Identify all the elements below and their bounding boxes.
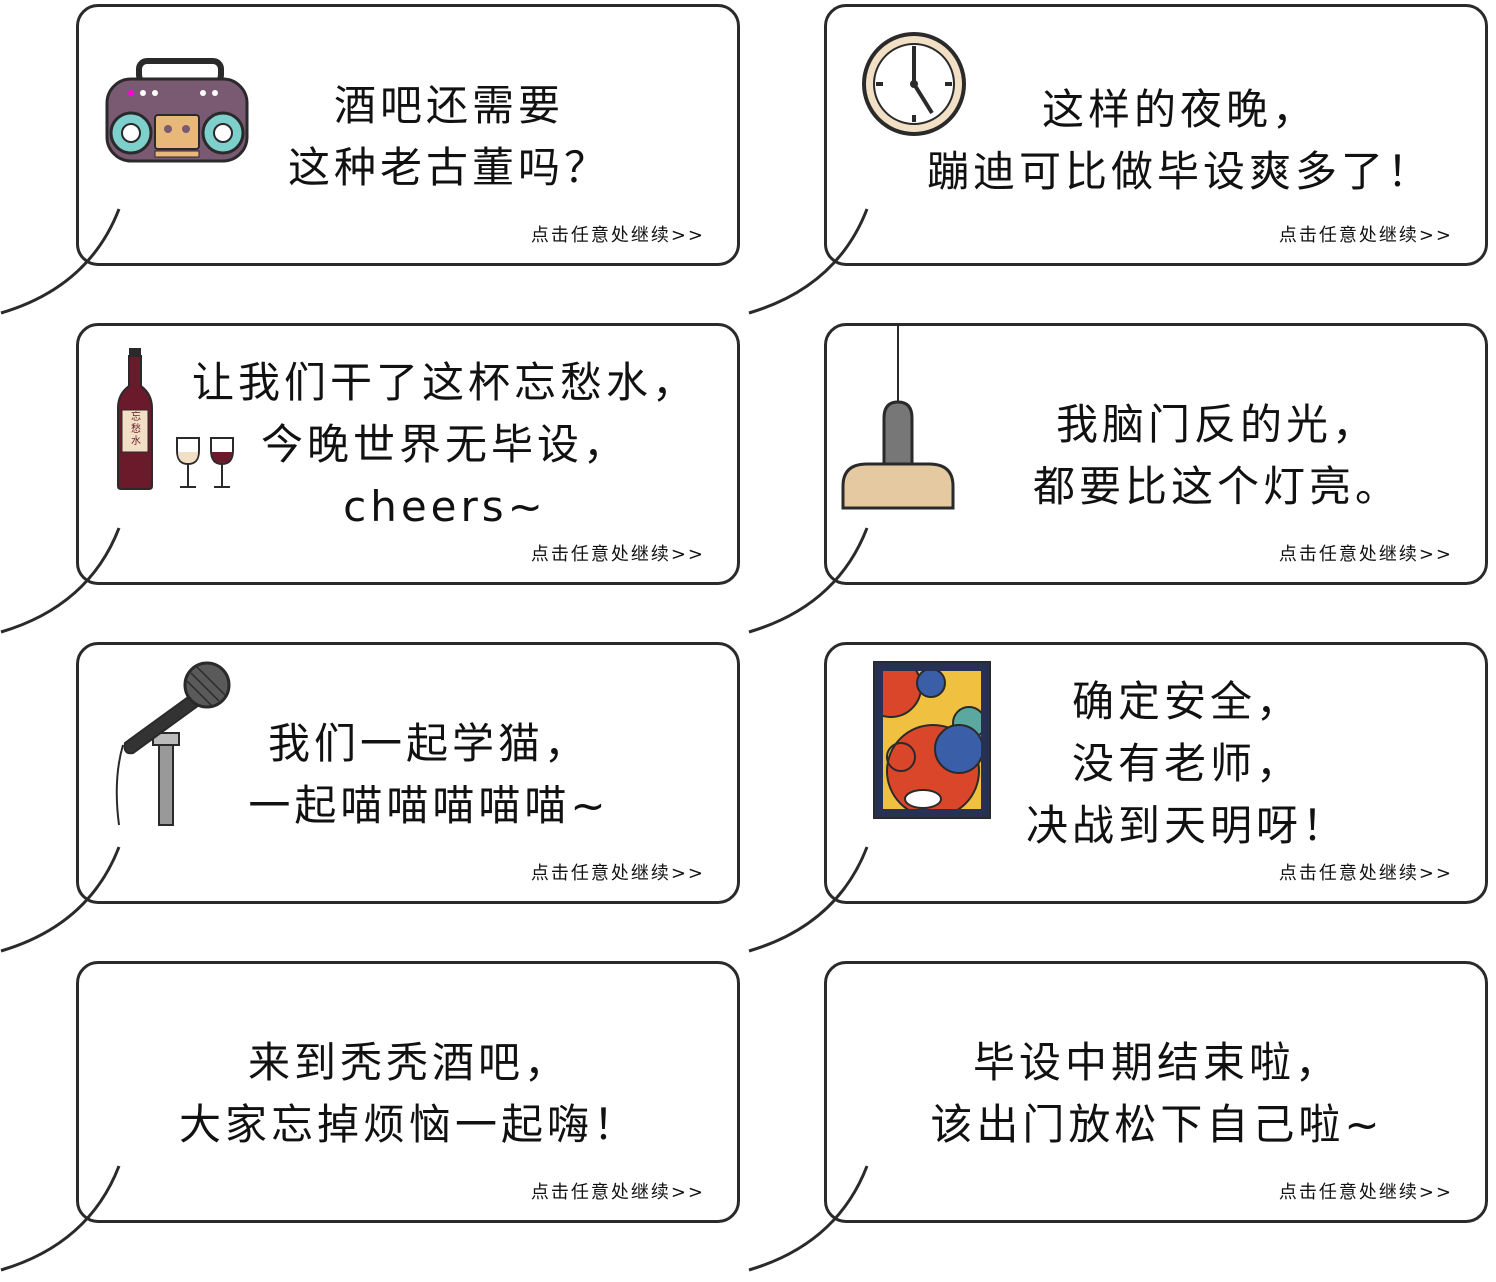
card-message: 让我们干了这杯忘愁水， 今晚世界无毕设， cheers~	[191, 358, 698, 531]
speech-tail	[0, 846, 121, 953]
continue-hint[interactable]: 点击任意处继续>>	[530, 863, 705, 884]
clock-icon	[862, 32, 966, 136]
card-message: 我们一起学猫， 一起喵喵喵喵喵~	[248, 719, 610, 830]
continue-hint[interactable]: 点击任意处继续>>	[1278, 544, 1453, 565]
speech-tail	[0, 527, 121, 634]
card-message: 我脑门反的光， 都要比这个灯亮。	[1032, 400, 1401, 511]
card-message: 这样的夜晚， 蹦迪可比做毕设爽多了！	[926, 85, 1433, 196]
card-message: 来到秃秃酒吧， 大家忘掉烦恼一起嗨！	[178, 1038, 639, 1149]
continue-hint[interactable]: 点击任意处继续>>	[530, 544, 705, 565]
card-message: 毕设中期结束啦， 该出门放松下自己啦~	[930, 1038, 1384, 1149]
speech-tail	[0, 1165, 121, 1272]
continue-hint[interactable]: 点击任意处继续>>	[1278, 225, 1453, 246]
speech-tail	[0, 208, 121, 315]
speech-tail	[748, 527, 869, 634]
speech-tail	[748, 1165, 869, 1272]
speech-tail	[748, 846, 869, 953]
boombox-icon	[105, 58, 249, 163]
continue-hint[interactable]: 点击任意处继续>>	[1278, 863, 1453, 884]
wine-glass-icon	[176, 437, 234, 488]
dialog-card-6[interactable]: 确定安全， 没有老师， 决战到天明呀！ 点击任意处继续>>	[748, 642, 1488, 953]
dialog-card-8[interactable]: 毕设中期结束啦， 该出门放松下自己啦~ 点击任意处继续>>	[748, 961, 1488, 1272]
continue-hint[interactable]: 点击任意处继续>>	[1278, 1182, 1453, 1203]
dialog-card-7[interactable]: 来到秃秃酒吧， 大家忘掉烦恼一起嗨！ 点击任意处继续>>	[0, 961, 740, 1272]
dialog-card-5[interactable]: 我们一起学猫， 一起喵喵喵喵喵~ 点击任意处继续>>	[0, 642, 740, 953]
dialog-card-3[interactable]: 忘 愁 水 让我们干了这杯忘愁水， 今晚世界无毕设， cheers~ 点击任意处…	[0, 323, 740, 634]
continue-hint[interactable]: 点击任意处继续>>	[530, 225, 705, 246]
dialog-card-2[interactable]: 这样的夜晚， 蹦迪可比做毕设爽多了！ 点击任意处继续>>	[748, 4, 1488, 315]
pendant-lamp-icon	[841, 326, 955, 510]
bottle-label: 忘 愁 水	[131, 412, 141, 447]
wine-bottle-icon	[117, 348, 153, 490]
abstract-painting-icon	[873, 661, 991, 819]
speech-tail	[748, 208, 869, 315]
continue-hint[interactable]: 点击任意处继续>>	[530, 1182, 705, 1203]
card-message: 酒吧还需要 这种老古董吗？	[287, 81, 610, 192]
dialog-card-4[interactable]: 我脑门反的光， 都要比这个灯亮。 点击任意处继续>>	[748, 323, 1488, 634]
card-message: 确定安全， 没有老师， 决战到天明呀！	[1025, 677, 1348, 850]
microphone-icon	[115, 661, 231, 826]
dialog-card-1[interactable]: 酒吧还需要 这种老古董吗？ 点击任意处继续>>	[0, 4, 740, 315]
